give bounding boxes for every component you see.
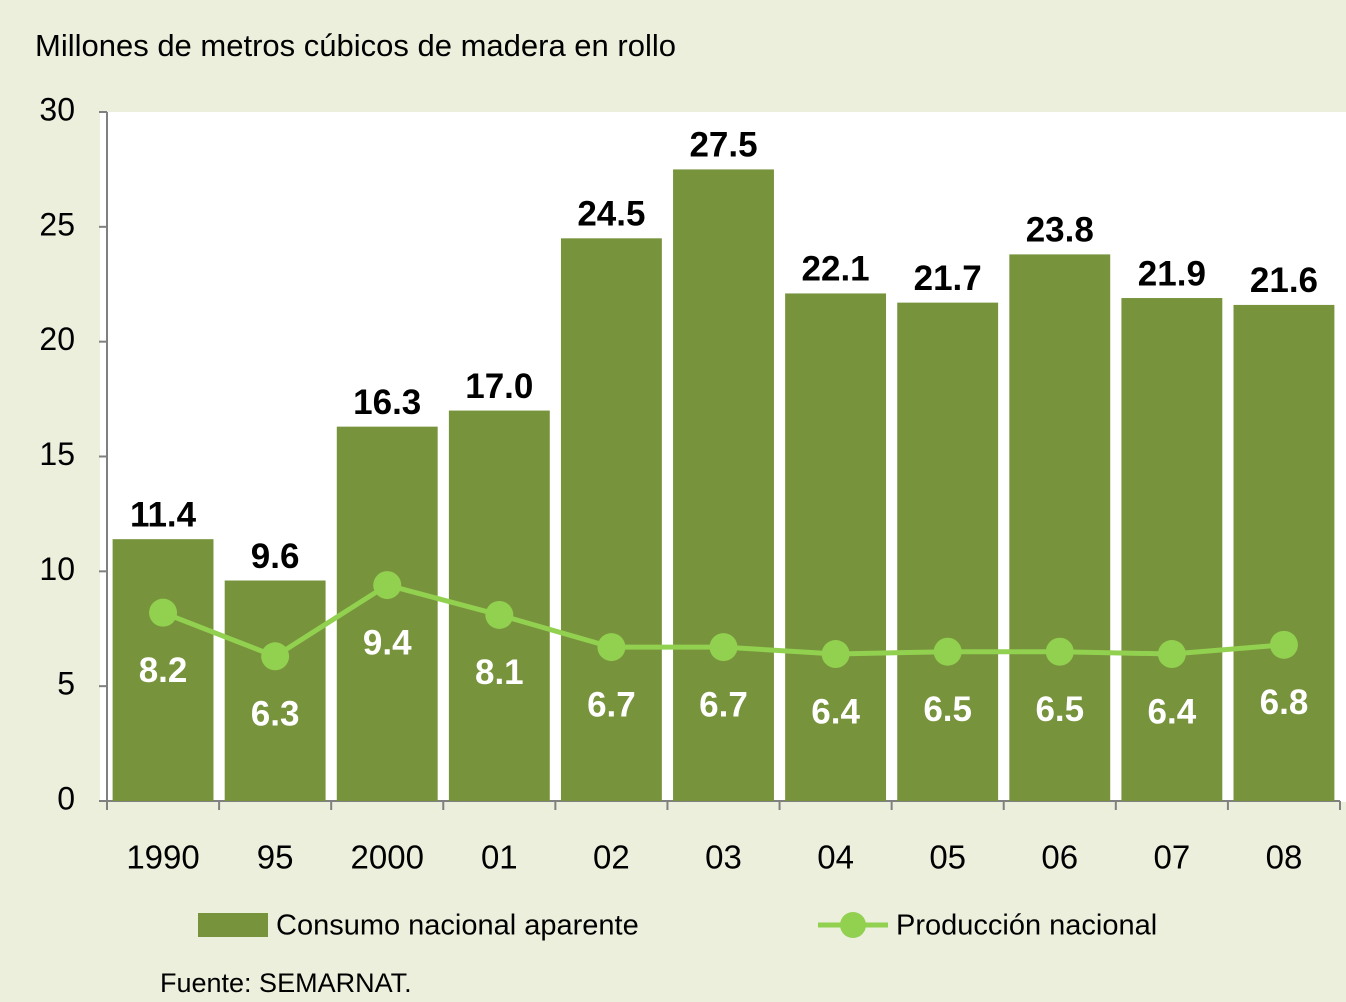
y-tick-label: 30 (39, 91, 75, 127)
point (933, 637, 962, 666)
point (821, 640, 850, 669)
bar (673, 169, 774, 801)
bar (1233, 304, 1335, 801)
y-tick-label: 5 (57, 666, 75, 702)
point (1045, 637, 1074, 666)
x-tick-label: 01 (481, 839, 518, 876)
legend-label: Consumo nacional aparente (276, 910, 639, 942)
bar (336, 426, 438, 801)
x-tick-label: 06 (1041, 839, 1078, 876)
bar-value-label: 22.1 (802, 250, 870, 289)
legend-label: Producción nacional (896, 910, 1157, 942)
bar-value-label: 9.6 (251, 537, 300, 576)
point-value-label: 9.4 (363, 623, 412, 662)
bar-value-label: 21.6 (1250, 261, 1318, 300)
x-tick-label: 02 (593, 839, 630, 876)
point-value-label: 8.1 (475, 653, 524, 692)
y-tick-label: 0 (57, 780, 75, 816)
bar (224, 580, 326, 801)
y-tick-label: 15 (39, 436, 75, 472)
chart-title: Millones de metros cúbicos de madera en … (35, 28, 676, 63)
x-tick-label: 05 (929, 839, 966, 876)
point-value-label: 6.5 (923, 690, 972, 729)
x-tick-label: 03 (705, 839, 742, 876)
point-value-label: 6.8 (1260, 683, 1309, 722)
point-value-label: 6.7 (699, 685, 748, 724)
bar-value-label: 27.5 (689, 126, 757, 165)
legend-marker (840, 912, 866, 938)
bar-value-label: 21.7 (914, 259, 982, 298)
x-tick-label: 1990 (126, 839, 199, 876)
legend-swatch (198, 913, 268, 937)
point (261, 642, 290, 671)
point (1157, 640, 1186, 669)
point (597, 633, 626, 662)
bar-value-label: 16.3 (353, 383, 421, 422)
point (373, 571, 402, 600)
point (149, 598, 178, 627)
bar (785, 293, 887, 801)
y-tick-label: 20 (39, 321, 75, 357)
x-tick-label: 07 (1154, 839, 1191, 876)
x-tick-label: 04 (817, 839, 854, 876)
bar-value-label: 24.5 (577, 195, 645, 234)
source-note: Fuente: SEMARNAT. (160, 968, 412, 998)
x-tick-label: 08 (1266, 839, 1303, 876)
point-value-label: 8.2 (139, 651, 188, 690)
point (485, 600, 514, 629)
bar (112, 539, 214, 801)
bar-value-label: 17.0 (465, 367, 533, 406)
point-value-label: 6.5 (1035, 690, 1084, 729)
point-value-label: 6.4 (811, 692, 860, 731)
x-tick-label: 2000 (351, 839, 424, 876)
point-value-label: 6.3 (251, 695, 300, 734)
x-tick-label: 95 (257, 839, 294, 876)
y-tick-label: 10 (39, 551, 75, 587)
bar (1121, 298, 1223, 801)
bar-value-label: 23.8 (1026, 211, 1094, 250)
point (709, 633, 738, 662)
bar (560, 238, 662, 802)
bar (1009, 254, 1111, 802)
bar (897, 302, 999, 801)
bar-value-label: 21.9 (1138, 254, 1206, 293)
point-value-label: 6.7 (587, 685, 636, 724)
bar-value-label: 11.4 (130, 495, 197, 534)
point (1269, 630, 1298, 659)
point-value-label: 6.4 (1148, 692, 1197, 731)
y-tick-label: 25 (39, 206, 75, 242)
